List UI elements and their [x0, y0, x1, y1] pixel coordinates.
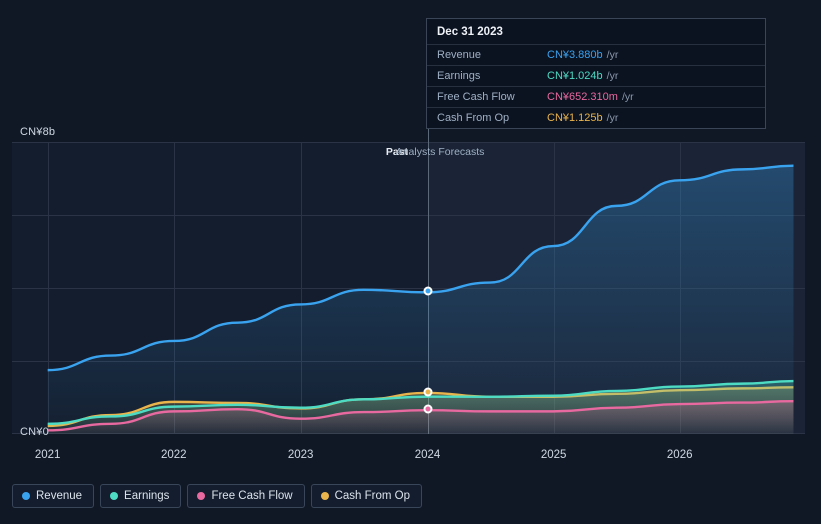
tooltip-row-label: Free Cash Flow — [437, 91, 515, 103]
gridline-8b — [12, 142, 805, 143]
line-earnings — [48, 381, 794, 424]
legend-item-label: Cash From Op — [334, 490, 411, 502]
x-tick-2024: 2024 — [414, 449, 441, 461]
x-tick-2026: 2026 — [666, 449, 693, 461]
chart-legend: Revenue Earnings Free Cash Flow Cash From O… — [12, 484, 423, 508]
marker-revenue — [423, 286, 433, 296]
tooltip-row: Earnings CN¥1.024b/yr — [427, 66, 765, 87]
tooltip-row-label: Cash From Op — [437, 112, 510, 124]
plot-area — [12, 122, 805, 434]
data-tooltip: Dec 31 2023 Revenue CN¥3.880b/yr Earnings C… — [426, 18, 766, 129]
tooltip-row: Free Cash Flow CN¥652.310m/yr — [427, 87, 765, 108]
past-label: Past — [385, 146, 409, 158]
tooltip-row-value: CN¥1.024b — [547, 70, 603, 82]
tooltip-row-value: CN¥652.310m — [547, 91, 618, 103]
series-svg — [12, 142, 805, 434]
legend-item-revenue[interactable]: Revenue — [12, 484, 95, 508]
tooltip-row-unit: /yr — [621, 91, 634, 103]
tooltip-rows: Revenue CN¥3.880b/yr Earnings CN¥1.024b/yr F… — [427, 45, 765, 128]
tooltip-row-value: CN¥3.880b — [547, 49, 603, 61]
legend-item-free-cash-flow[interactable]: Free Cash Flow — [187, 484, 305, 508]
marker-cash-from-op — [423, 387, 433, 397]
legend-item-cash-from-op[interactable]: Cash From Op — [310, 484, 423, 508]
tooltip-row-unit: /yr — [606, 112, 619, 124]
legend-item-label: Earnings — [124, 490, 170, 502]
tooltip-date: Dec 31 2023 — [427, 19, 765, 45]
x-axis-labels: 2021 2022 2023 2024 2025 2026 — [12, 449, 805, 465]
legend-item-earnings[interactable]: Earnings — [100, 484, 182, 508]
past-forecast-divider — [427, 122, 429, 434]
legend-color-dot-icon — [320, 492, 329, 500]
legend-item-label: Revenue — [36, 490, 83, 502]
tooltip-row-label: Earnings — [437, 70, 481, 82]
x-tick-2021: 2021 — [34, 449, 61, 461]
x-tick-2025: 2025 — [540, 449, 567, 461]
y-axis-top-label: CN¥8b — [20, 126, 56, 138]
marker-free-cash-flow — [423, 404, 433, 414]
tooltip-row-unit: /yr — [606, 70, 619, 82]
forecast-label: Analysts Forecasts — [395, 146, 485, 158]
tooltip-row: Revenue CN¥3.880b/yr — [427, 45, 765, 66]
tooltip-row-unit: /yr — [606, 49, 619, 61]
vline-2021 — [47, 142, 49, 434]
legend-color-dot-icon — [110, 492, 119, 500]
legend-color-dot-icon — [197, 492, 206, 500]
tooltip-row-value: CN¥1.125b — [547, 112, 603, 124]
x-tick-2022: 2022 — [160, 449, 187, 461]
tooltip-row: Cash From Op CN¥1.125b/yr — [427, 108, 765, 128]
area-revenue — [47, 165, 794, 434]
vline-2023 — [300, 142, 302, 434]
legend-color-dot-icon — [22, 492, 30, 500]
x-tick-2023: 2023 — [287, 449, 314, 461]
gridline-6b — [12, 215, 805, 216]
gridline-4b — [12, 288, 805, 289]
legend-item-label: Free Cash Flow — [211, 490, 293, 502]
tooltip-row-label: Revenue — [437, 49, 482, 61]
y-axis-zero-label: CN¥0 — [20, 426, 49, 438]
vline-2022 — [173, 142, 175, 434]
